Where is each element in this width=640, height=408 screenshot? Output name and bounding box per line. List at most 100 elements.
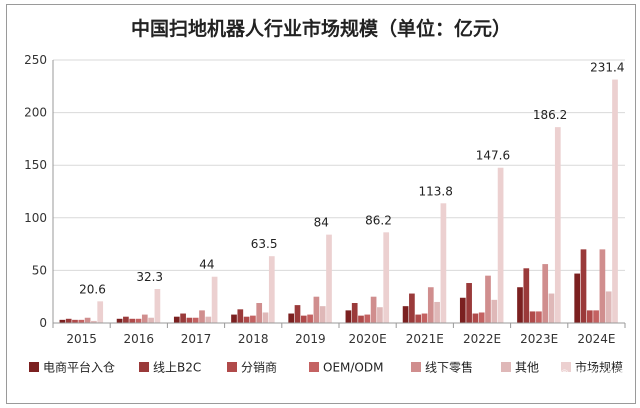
- bar: [307, 314, 313, 323]
- x-tick-label: 2018: [238, 332, 269, 346]
- bar: [123, 316, 129, 323]
- x-tick-label: 2024E: [577, 332, 615, 346]
- bar: [268, 256, 275, 323]
- x-tick-label: 2022E: [463, 332, 501, 346]
- bar: [148, 317, 154, 323]
- chart-canvas: 中国扫地机器人行业市场规模（单位：亿元） 20.6 32.3 44 63.5 84 86.…: [24, 17, 629, 399]
- x-tick-label: 2017: [181, 332, 212, 346]
- data-labels: 20.6 32.3 44 63.5 84 86.2 113.8 147.6 186.2 231.4: [79, 61, 624, 297]
- bar: [459, 297, 466, 323]
- legend-label: 线下零售: [425, 360, 473, 375]
- legend-label: 分销商: [241, 360, 277, 375]
- bar: [288, 313, 295, 323]
- bar: [294, 305, 301, 323]
- bar: [580, 249, 587, 323]
- x-tick-label: 2023E: [520, 332, 558, 346]
- legend: 电商平台入仓 线上B2C 分销商 OEM/ODM 线下零售 其他 市场规模: [29, 360, 623, 375]
- bar: [313, 296, 320, 323]
- bar: [173, 316, 180, 323]
- data-label: 86.2: [365, 213, 392, 227]
- bar: [231, 314, 237, 323]
- axes: 0 50 100 150 200 250 2015 2016 2017 2018 2019 2020E…: [24, 53, 626, 346]
- bar: [205, 316, 212, 323]
- bar: [377, 307, 383, 323]
- legend-label: 市场规模: [575, 360, 623, 375]
- bar: [237, 309, 244, 323]
- bar: [497, 167, 504, 323]
- x-tick-label: 2019: [295, 332, 326, 346]
- x-tick-label: 2020E: [349, 332, 387, 346]
- bar: [345, 310, 352, 323]
- bar: [383, 232, 390, 323]
- legend-swatch: [29, 362, 39, 372]
- bar: [586, 310, 593, 323]
- bar: [440, 203, 447, 323]
- bar: [466, 283, 472, 323]
- data-label: 231.4: [590, 61, 624, 75]
- bar: [599, 249, 606, 323]
- bar: [243, 316, 250, 323]
- bar: [65, 318, 72, 323]
- bar: [326, 234, 332, 323]
- y-tick-label: 50: [32, 263, 47, 277]
- bar: [536, 311, 542, 323]
- bar: [434, 301, 440, 323]
- data-label: 20.6: [79, 282, 106, 296]
- legend-swatch: [561, 362, 571, 372]
- legend-label: 其他: [515, 361, 539, 375]
- bar: [84, 317, 91, 323]
- bar: [199, 310, 205, 323]
- legend-label: OEM/ODM: [323, 361, 383, 375]
- bar: [91, 320, 97, 323]
- y-tick-label: 150: [24, 158, 47, 172]
- y-tick-label: 100: [24, 211, 47, 225]
- legend-swatch: [411, 362, 421, 372]
- bar: [472, 313, 479, 323]
- bar: [186, 317, 193, 323]
- bar: [141, 314, 148, 323]
- legend-label: 线上B2C: [153, 361, 201, 375]
- legend-swatch: [501, 362, 511, 372]
- bar: [116, 318, 123, 323]
- legend-swatch: [309, 362, 319, 372]
- bar: [135, 318, 142, 323]
- bar: [548, 293, 555, 323]
- bars: [59, 79, 618, 323]
- bar: [364, 314, 371, 323]
- chart-title: 中国扫地机器人行业市场规模（单位：亿元）: [131, 17, 511, 40]
- watermark-1: © 财经三剑客: [559, 366, 629, 380]
- bar: [78, 319, 85, 323]
- bar: [129, 318, 136, 323]
- bar: [523, 268, 530, 323]
- bar: [256, 303, 263, 323]
- legend-swatch: [139, 362, 149, 372]
- y-tick-label: 200: [24, 106, 47, 120]
- x-tick-label: 2016: [124, 332, 155, 346]
- bar: [421, 313, 428, 323]
- bar: [478, 312, 485, 323]
- data-label: 44: [199, 258, 214, 272]
- bar: [517, 287, 523, 323]
- bar: [542, 264, 549, 323]
- bar: [97, 301, 104, 323]
- y-tick-label: 0: [39, 316, 47, 330]
- legend-swatch: [227, 362, 237, 372]
- bar: [154, 289, 161, 323]
- data-label: 32.3: [136, 270, 163, 284]
- bar: [427, 287, 434, 323]
- data-label: 63.5: [251, 237, 278, 251]
- legend-label: 电商平台入仓: [43, 360, 115, 375]
- bar: [415, 314, 422, 323]
- bar: [211, 276, 218, 323]
- bar: [409, 293, 415, 323]
- bar: [192, 317, 199, 323]
- bar: [250, 315, 256, 323]
- bar: [402, 306, 409, 323]
- data-label: 113.8: [419, 184, 453, 198]
- bar: [370, 296, 377, 323]
- bar: [491, 299, 498, 323]
- bar: [485, 275, 491, 323]
- x-tick-label: 2021E: [406, 332, 444, 346]
- bar: [529, 311, 536, 323]
- bar: [319, 306, 326, 323]
